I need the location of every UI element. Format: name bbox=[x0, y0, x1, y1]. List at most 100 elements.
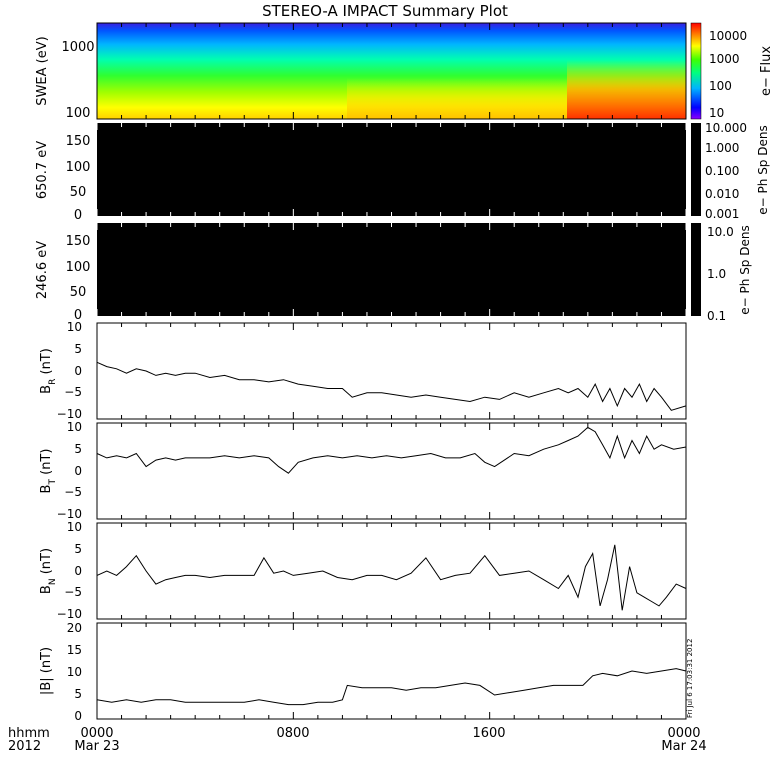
pad246-cbar-tick-0: 10.0 bbox=[707, 225, 734, 239]
bn-ytick-0: 0 bbox=[74, 564, 82, 578]
axis-tick-marks bbox=[96, 23, 687, 719]
xtick-date-mar24: Mar 24 bbox=[661, 739, 706, 754]
bn-yticks: 10 5 0 −5 −10 bbox=[57, 520, 82, 621]
bn-ylabel-main: B bbox=[39, 585, 54, 594]
pad246-cbar-tick-1: 1.0 bbox=[707, 267, 726, 281]
br-ylabel: BR (nT) bbox=[39, 348, 58, 394]
timestamp-stamp: Fri Jul 6 17:03:31 2012 bbox=[686, 639, 694, 718]
swea-ytick-1000: 1000 bbox=[61, 40, 94, 55]
bt-ylabel: BT (nT) bbox=[39, 449, 58, 494]
br-ytick-5: 5 bbox=[74, 342, 82, 356]
pad246-colorbar bbox=[691, 223, 701, 316]
bmag-ytick-15: 15 bbox=[67, 643, 82, 657]
xtick-time-0000-start: 0000 bbox=[80, 726, 113, 741]
swea-cbar-tick-1000: 1000 bbox=[709, 52, 740, 66]
bn-ytick-10: 10 bbox=[67, 520, 82, 534]
bmag-ytick-0: 0 bbox=[74, 709, 82, 723]
pad650-spectrogram bbox=[97, 123, 686, 216]
pad650-cbar-label: e− Ph Sp Dens bbox=[756, 125, 770, 214]
bt-yticks: 10 5 0 −5 −10 bbox=[57, 420, 82, 521]
bn-frame bbox=[96, 522, 687, 620]
bt-ylabel-main: B bbox=[39, 485, 54, 494]
swea-cbar-label: e− Flux bbox=[759, 46, 774, 96]
br-panel: 10 5 0 −5 −10 BR (nT) bbox=[39, 320, 687, 421]
bt-frame bbox=[96, 422, 687, 520]
bn-panel: 10 5 0 −5 −10 BN (nT) bbox=[39, 520, 687, 621]
xaxis-row-label-hhmm: hhmm bbox=[8, 726, 50, 741]
bn-ytick-m5: −5 bbox=[64, 585, 82, 599]
pad246-cbar-label: e− Ph Sp Dens bbox=[738, 225, 752, 314]
time-axis: hhmm 2012 0000 Mar 23 0800 1600 0000 Mar… bbox=[8, 726, 707, 754]
bmag-panel: 20 15 10 5 0 |B| (nT) Fri Jul 6 17:03:31… bbox=[39, 621, 694, 723]
bt-series-line bbox=[96, 426, 687, 474]
br-ylabel-main: B bbox=[39, 385, 54, 394]
bt-panel: 10 5 0 −5 −10 BT (nT) bbox=[39, 420, 687, 521]
pad650-ylabel: 650.7 eV bbox=[35, 141, 50, 199]
bt-ytick-10: 10 bbox=[67, 420, 82, 434]
pad650-ytick-150: 150 bbox=[66, 134, 91, 149]
swea-enhanced-band bbox=[347, 78, 567, 119]
br-ytick-m10: −10 bbox=[57, 407, 82, 421]
pad246-ylabel: 246.6 eV bbox=[35, 241, 50, 299]
br-ylabel-sub: R bbox=[48, 379, 58, 385]
pad246-panel: 150 100 50 0 246.6 eV 10.0 1.0 0.1 e− Ph… bbox=[35, 223, 752, 323]
bt-ytick-0: 0 bbox=[74, 464, 82, 478]
swea-ytick-100: 100 bbox=[66, 106, 91, 121]
br-frame bbox=[96, 322, 687, 420]
bn-ylabel-sub: N bbox=[48, 578, 58, 585]
swea-ylabel: SWEA (eV) bbox=[35, 36, 50, 105]
bt-ytick-m10: −10 bbox=[57, 507, 82, 521]
pad246-ytick-0: 0 bbox=[74, 308, 82, 323]
pad650-ytick-100: 100 bbox=[66, 160, 91, 175]
bt-ytick-m5: −5 bbox=[64, 485, 82, 499]
pad650-cbar-tick-3: 0.010 bbox=[705, 187, 739, 201]
bt-ylabel-sub: T bbox=[48, 479, 58, 486]
xtick-time-0800: 0800 bbox=[276, 726, 309, 741]
xaxis-row-label-year: 2012 bbox=[8, 739, 41, 754]
bmag-yticks: 20 15 10 5 0 bbox=[67, 621, 82, 723]
pad650-panel: 150 100 50 0 650.7 eV 10.000 1.000 0.100… bbox=[35, 121, 770, 223]
br-series-line bbox=[96, 361, 687, 411]
pad650-cbar-tick-0: 10.000 bbox=[705, 121, 747, 135]
pad650-cbar-tick-2: 0.100 bbox=[705, 164, 739, 178]
pad650-colorbar bbox=[691, 123, 701, 216]
bmag-ytick-10: 10 bbox=[67, 665, 82, 679]
pad650-cbar-tick-4: 0.001 bbox=[705, 207, 739, 221]
br-yticks: 10 5 0 −5 −10 bbox=[57, 320, 82, 421]
pad246-spectrogram bbox=[97, 223, 686, 316]
xtick-time-1600: 1600 bbox=[472, 726, 505, 741]
br-ytick-m5: −5 bbox=[64, 385, 82, 399]
pad650-cbar-tick-1: 1.000 bbox=[705, 141, 739, 155]
bmag-ytick-5: 5 bbox=[74, 687, 82, 701]
br-ytick-0: 0 bbox=[74, 364, 82, 378]
pad246-ytick-150: 150 bbox=[66, 234, 91, 249]
bmag-series-line bbox=[96, 668, 687, 706]
plot-title: STEREO-A IMPACT Summary Plot bbox=[262, 2, 508, 20]
pad650-ytick-0: 0 bbox=[74, 208, 82, 223]
bmag-frame bbox=[96, 622, 687, 720]
pad246-ytick-50: 50 bbox=[70, 285, 87, 300]
swea-cbar-tick-10: 10 bbox=[709, 106, 724, 120]
bn-ytick-5: 5 bbox=[74, 542, 82, 556]
bn-ylabel-unit: (nT) bbox=[39, 548, 54, 578]
swea-cbar-tick-100: 100 bbox=[709, 79, 732, 93]
bn-ytick-m10: −10 bbox=[57, 607, 82, 621]
xtick-time-0000-end: 0000 bbox=[667, 726, 700, 741]
pad246-ytick-100: 100 bbox=[66, 260, 91, 275]
pad246-cbar-tick-2: 0.1 bbox=[707, 309, 726, 323]
bmag-ytick-20: 20 bbox=[67, 621, 82, 635]
br-ytick-10: 10 bbox=[67, 320, 82, 334]
swea-colorbar bbox=[690, 22, 702, 120]
bmag-ylabel: |B| (nT) bbox=[39, 647, 54, 695]
bt-ylabel-unit: (nT) bbox=[39, 449, 54, 479]
swea-panel: 1000 100 SWEA (eV) 10000 1000 100 10 e− … bbox=[35, 22, 774, 121]
pad650-ytick-50: 50 bbox=[70, 185, 87, 200]
br-ylabel-unit: (nT) bbox=[39, 348, 54, 378]
swea-hot-region bbox=[567, 60, 686, 119]
bn-series-line bbox=[96, 544, 687, 611]
bn-ylabel: BN (nT) bbox=[39, 548, 58, 594]
xtick-date-mar23: Mar 23 bbox=[74, 739, 119, 754]
bt-ytick-5: 5 bbox=[74, 442, 82, 456]
